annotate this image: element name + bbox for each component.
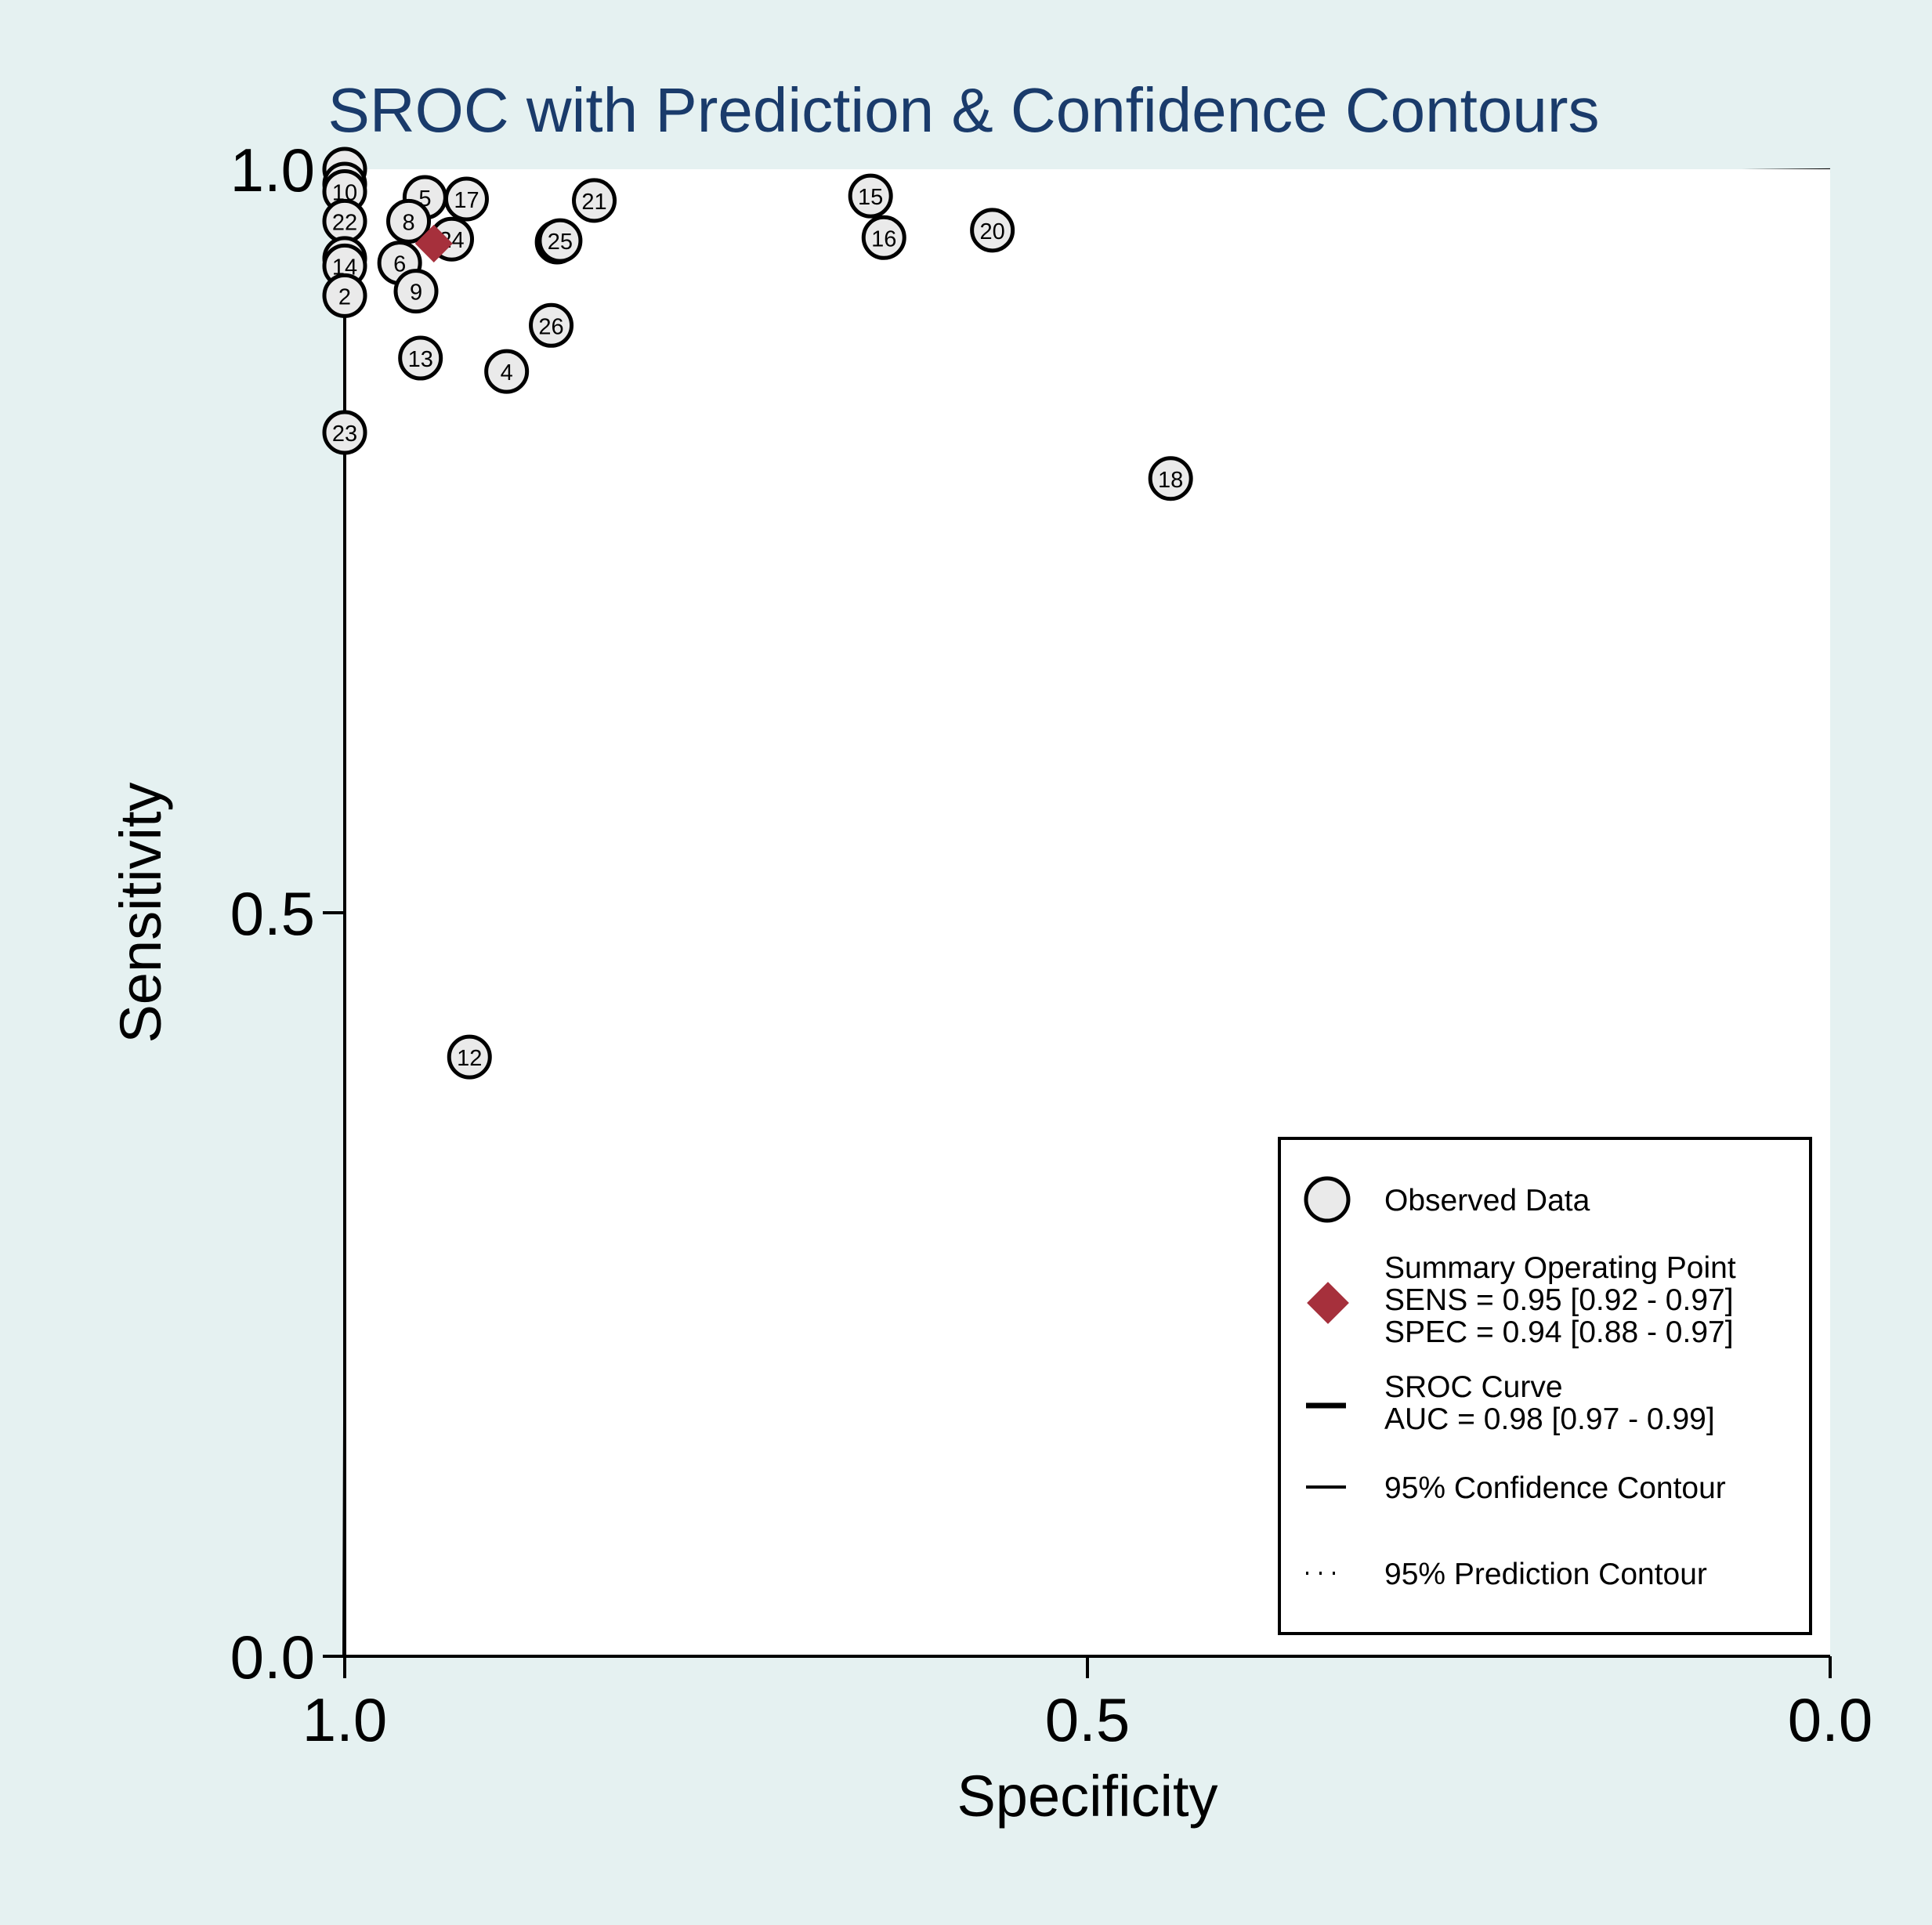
study-point: 20 [970,208,1015,253]
legend-confidence-label: 95% Confidence Contour [1384,1471,1726,1505]
study-point: 22 [322,198,367,244]
x-tick-label: 1.0 [302,1685,387,1754]
study-marker [861,215,906,260]
study-point: 15 [848,173,893,219]
study-point: 21 [572,178,617,223]
x-axis-label: Specificity [957,1764,1217,1829]
study-label: 9 [410,280,422,306]
study-point: 16 [861,215,906,260]
study-point: 26 [529,302,574,348]
study-label: 21 [581,190,606,215]
summary-operating-point [414,224,453,262]
study-point: 18 [1148,456,1193,501]
study-label: 25 [548,230,573,255]
chart-title: SROC with Prediction & Confidence Contou… [328,75,1600,145]
study-label: 13 [408,347,433,372]
y-tick-label: 0.0 [230,1623,315,1692]
study-marker [398,335,443,381]
study-marker [1148,456,1193,501]
study-marker [537,218,583,263]
legend-sroc-title: SROC Curve [1384,1370,1563,1404]
study-marker [443,176,489,222]
x-tick-label: 0.5 [1045,1685,1130,1754]
study-label: 6 [393,252,406,277]
legend-observed-label: Observed Data [1384,1184,1590,1218]
study-marker [572,178,617,223]
study-label: 26 [538,314,563,339]
study-point: 17 [443,176,489,222]
study-point: 13 [398,335,443,381]
study-point: 2 [322,273,367,318]
study-label: 20 [980,219,1005,244]
study-point: 9 [393,269,439,314]
legend-prediction-label: 95% Prediction Contour [1384,1558,1707,1591]
study-point: 8 [386,198,432,244]
legend-summary-sens: SENS = 0.95 [0.92 - 0.97] [1384,1283,1734,1317]
legend-box [1278,1137,1812,1635]
observed-points: 1310221114223517824697252115162026134181… [322,147,1193,1080]
y-tick-label: 1.0 [230,136,315,204]
study-label: 17 [454,188,479,213]
study-marker [529,302,574,348]
study-point: 4 [484,349,530,394]
study-marker [484,349,530,394]
study-marker [322,273,367,318]
study-marker [848,173,893,219]
study-label: 23 [332,422,357,447]
legend-sroc-auc: AUC = 0.98 [0.97 - 0.99] [1384,1402,1715,1436]
legend-summary-marker [1307,1282,1349,1324]
y-tick-label: 0.5 [230,879,315,948]
study-label: 16 [871,226,896,251]
study-marker [322,410,367,455]
legend-observed-marker [1304,1176,1351,1223]
study-label: 18 [1158,468,1183,493]
legend-summary-spec: SPEC = 0.94 [0.88 - 0.97] [1384,1315,1734,1349]
study-marker [970,208,1015,253]
legend: Observed Data Summary Operating Point SE… [1278,1137,1812,1635]
x-tick-label: 0.0 [1788,1685,1872,1754]
study-label: 15 [858,185,883,210]
study-label: 2 [338,284,351,309]
study-label: 4 [501,360,513,385]
study-point: 12 [447,1034,492,1080]
legend-summary-title: Summary Operating Point [1384,1251,1736,1285]
study-label: 22 [332,210,357,235]
study-marker [447,1034,492,1080]
study-point: 25 [537,218,583,263]
study-marker [393,269,439,314]
study-marker [386,198,432,244]
y-axis-label: Sensitivity [108,782,173,1043]
study-point: 23 [322,410,367,455]
study-label: 8 [402,210,414,235]
study-label: 12 [457,1046,482,1071]
